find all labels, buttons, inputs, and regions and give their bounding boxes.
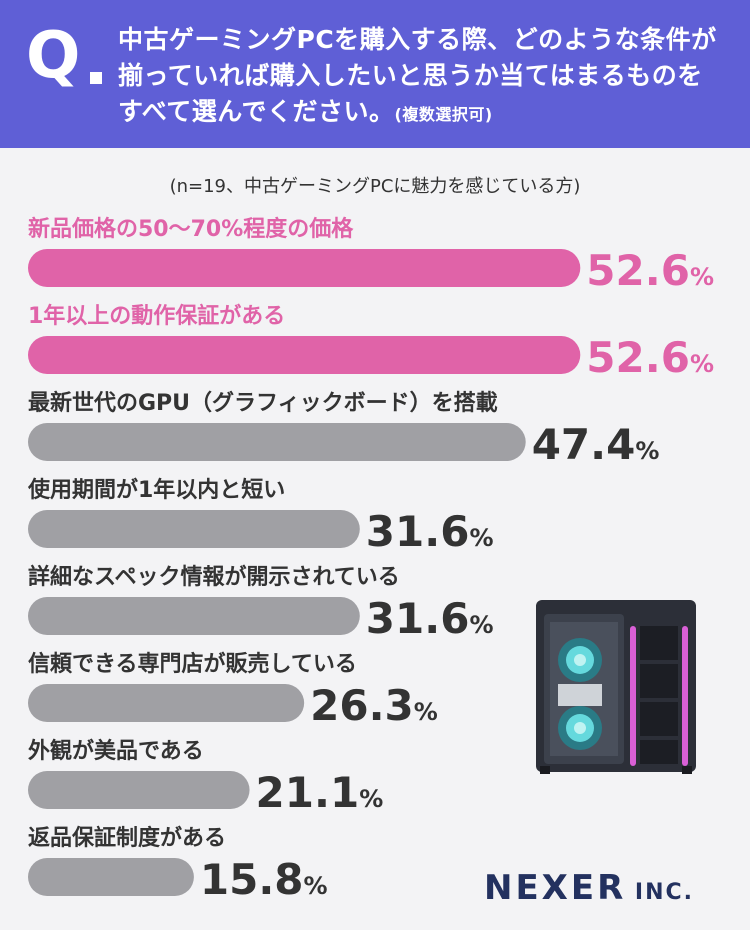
bar xyxy=(28,858,194,896)
data-label: 21.1% xyxy=(256,768,384,817)
bar xyxy=(28,771,250,809)
bar xyxy=(28,597,360,635)
data-label: 47.4% xyxy=(532,420,660,469)
question-header: Q 中古ゲーミングPCを購入する際、どのような条件が揃っていれば購入したいと思う… xyxy=(0,0,750,148)
bar-chart: 新品価格の50〜70%程度の価格 52.6% 1年以上の動作保証がある 52.6% 最新… xyxy=(27,216,714,904)
logo-name: NEXER xyxy=(484,868,627,908)
bar-label: 1年以上の動作保証がある xyxy=(28,303,285,329)
data-label: 52.6% xyxy=(586,333,714,382)
logo-suffix: INC. xyxy=(634,880,694,905)
bar-label: 返品保証制度がある xyxy=(28,825,226,851)
q-mark: Q xyxy=(26,19,81,93)
data-label: 15.8% xyxy=(200,855,328,904)
data-label: 31.6% xyxy=(366,507,494,556)
data-label: 52.6% xyxy=(586,246,714,295)
bar-label: 詳細なスペック情報が開示されている xyxy=(28,564,400,590)
bar-label: 最新世代のGPU（グラフィックボード）を搭載 xyxy=(28,390,498,416)
bar-label: 信頼できる専門店が販売している xyxy=(28,651,357,677)
gaming-pc-icon xyxy=(536,600,696,774)
bar-label: 新品価格の50〜70%程度の価格 xyxy=(28,216,354,242)
bar xyxy=(28,336,581,374)
bar xyxy=(28,510,360,548)
bar xyxy=(28,423,526,461)
data-label: 31.6% xyxy=(366,594,494,643)
question-note: (複数選択可) xyxy=(394,105,493,124)
bar xyxy=(28,249,581,287)
question-main: 中古ゲーミングPCを購入する際、どのような条件が揃っていれば購入したいと思うか当… xyxy=(118,25,717,126)
bar-label: 外観が美品である xyxy=(28,738,204,764)
nexer-logo: NEXER INC. xyxy=(484,868,694,908)
question-text: 中古ゲーミングPCを購入する際、どのような条件が揃っていれば購入したいと思うか当… xyxy=(118,22,728,133)
bar-label: 使用期間が1年以内と短い xyxy=(27,477,285,503)
sample-note: (n=19、中古ゲーミングPCに魅力を感じている方) xyxy=(169,176,581,197)
q-dot xyxy=(90,72,102,84)
data-label: 26.3% xyxy=(310,681,438,730)
bar xyxy=(28,684,305,722)
